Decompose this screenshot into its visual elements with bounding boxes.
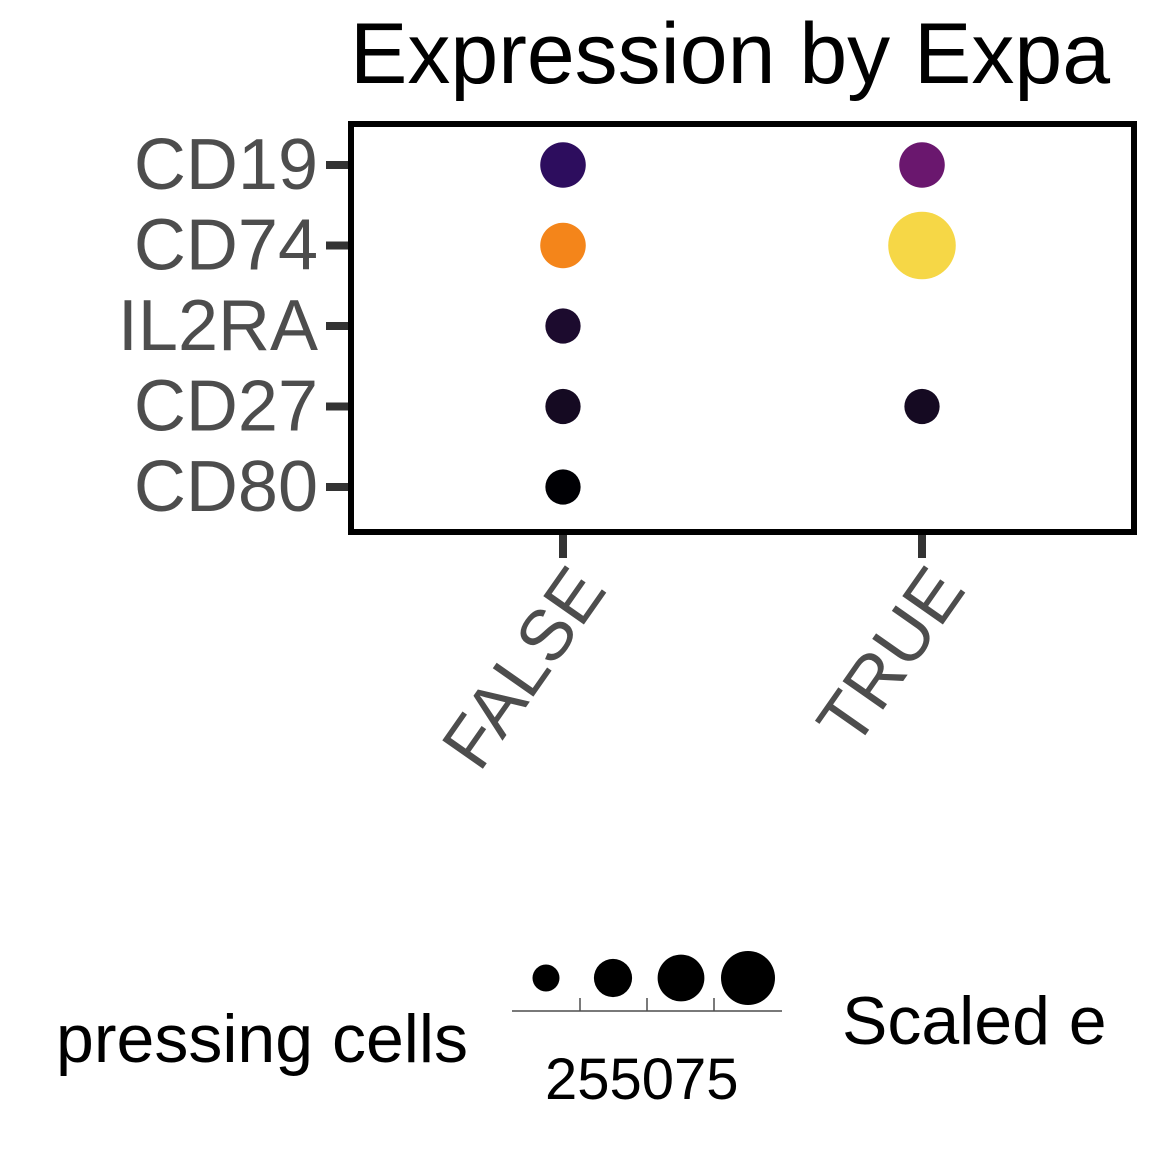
color-legend: Scaled e: [842, 983, 1107, 1059]
size-legend-dot: [593, 958, 633, 998]
dot-cd19-true: [899, 142, 945, 188]
dot-cd27-true: [904, 388, 940, 425]
size-legend-dot: [532, 964, 560, 992]
x-tick-label: FALSE: [427, 553, 621, 782]
y-tick-label: IL2RA: [118, 286, 318, 366]
size-legend-dot: [721, 951, 775, 1005]
x-axis: FALSE TRUE: [427, 534, 980, 783]
chart-title: Expression by Expa: [350, 6, 1110, 102]
dot-cd80-false: [545, 469, 581, 505]
color-legend-title: Scaled e: [842, 983, 1107, 1059]
y-tick-label: CD80: [134, 447, 318, 527]
size-legend-title: pressing cells: [56, 1001, 468, 1077]
y-tick-label: CD19: [134, 125, 318, 205]
dot-cd74-false: [540, 222, 586, 269]
dot-il2ra-false: [545, 308, 581, 344]
y-tick-label: CD27: [134, 367, 318, 447]
dot-cd27-false: [545, 388, 581, 425]
plot-panel-border: [348, 121, 1137, 535]
size-legend-labels: 255075: [545, 1047, 739, 1112]
size-legend-items: 255075: [532, 951, 775, 1112]
x-tick-label: TRUE: [802, 553, 980, 759]
dot-cd19-false: [540, 142, 586, 188]
data-points: [540, 142, 956, 505]
dot-cd74-true: [888, 211, 956, 280]
size-legend-dot: [657, 954, 705, 1002]
size-legend: pressing cells 255075: [56, 951, 782, 1112]
y-tick-label: CD74: [134, 206, 318, 286]
